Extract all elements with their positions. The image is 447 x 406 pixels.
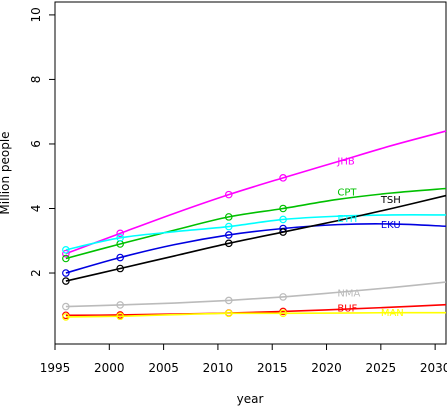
data-point-nma xyxy=(116,301,124,309)
series-label-eth: ETH xyxy=(337,214,357,225)
series-tsh xyxy=(62,194,447,285)
series-eku xyxy=(62,223,447,277)
data-point-eth xyxy=(279,215,287,224)
series-label-jhb: JHB xyxy=(336,157,354,168)
x-tick-label: 2000 xyxy=(94,361,125,375)
data-point-cpt xyxy=(224,213,233,221)
data-point-jhb xyxy=(279,174,287,182)
x-tick-label: 2010 xyxy=(203,361,234,375)
data-point-eku xyxy=(62,269,70,277)
data-point-tsh xyxy=(279,228,287,236)
data-point-eku xyxy=(224,231,233,239)
series-label-tsh: TSH xyxy=(380,195,401,206)
y-tick-label: 2 xyxy=(29,269,43,277)
data-point-jhb xyxy=(224,190,233,199)
series-label-nma: NMA xyxy=(337,288,360,299)
data-point-man xyxy=(62,313,70,321)
x-tick-label: 2025 xyxy=(366,361,397,375)
data-point-nma xyxy=(62,302,70,311)
data-point-cpt xyxy=(62,254,70,263)
series-line-eku xyxy=(65,223,447,274)
series-line-buf xyxy=(65,303,447,317)
data-point-eku xyxy=(116,253,124,262)
series-line-eth xyxy=(65,214,447,251)
series-label-cpt: CPT xyxy=(337,187,357,198)
series-eth xyxy=(62,214,447,254)
data-point-man xyxy=(279,309,287,318)
x-tick-label: 2005 xyxy=(148,361,179,375)
data-point-tsh xyxy=(116,264,124,273)
x-tick-label: 1995 xyxy=(40,361,71,375)
y-tick-label: 4 xyxy=(29,205,43,213)
data-point-jhb xyxy=(116,229,124,238)
y-tick-label: 6 xyxy=(29,140,43,148)
data-point-eth xyxy=(224,222,233,231)
y-tick-label: 10 xyxy=(29,7,43,22)
data-point-man xyxy=(116,312,124,321)
series-line-man xyxy=(65,311,447,318)
series-nma xyxy=(62,281,447,311)
data-point-tsh xyxy=(224,239,233,248)
series-label-eku: EKU xyxy=(381,220,401,231)
series-cpt xyxy=(62,187,447,263)
x-axis-title: year xyxy=(237,392,264,406)
x-tick-label: 2015 xyxy=(257,361,288,375)
series-line-jhb xyxy=(65,130,447,255)
data-point-eth xyxy=(62,245,70,254)
x-tick-label: 2030 xyxy=(420,361,447,375)
x-tick-label: 2020 xyxy=(311,361,342,375)
series-label-buf: BUF xyxy=(337,303,357,314)
series-layer xyxy=(62,130,447,321)
data-point-nma xyxy=(224,296,233,305)
data-point-cpt xyxy=(279,204,287,213)
axes: 1995 2000 2005 2010 2015 2020 2025 2030 2 4 6 8 10 xyxy=(29,1,447,375)
series-line-cpt xyxy=(65,187,447,260)
plot-frame xyxy=(54,1,447,345)
series-line-tsh xyxy=(65,194,447,282)
data-point-eth xyxy=(116,234,124,242)
data-point-jhb xyxy=(62,249,70,258)
y-axis-title: Million people xyxy=(0,131,12,214)
data-point-tsh xyxy=(62,277,70,285)
series-labels: JHB CPT ETH EKU TSH NMA BUF MAN xyxy=(336,157,403,319)
data-point-man xyxy=(224,309,233,318)
y-tick-label: 8 xyxy=(29,76,43,84)
series-label-man: MAN xyxy=(381,308,404,319)
series-jhb xyxy=(62,130,447,258)
series-line-nma xyxy=(65,281,447,308)
series-man xyxy=(62,309,447,321)
data-point-nma xyxy=(279,293,287,301)
